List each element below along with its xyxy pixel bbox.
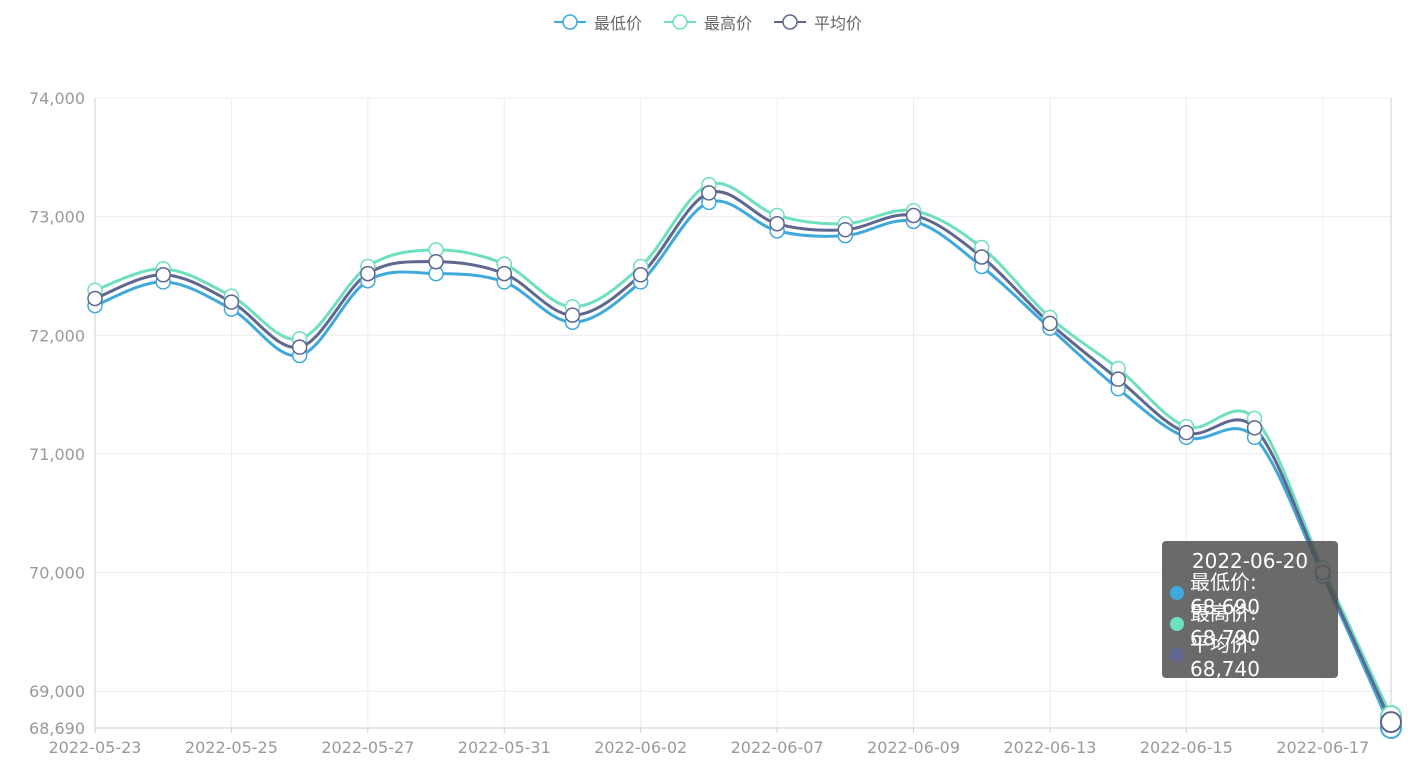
series-point-2 <box>701 185 717 201</box>
legend-low-icon <box>553 14 586 30</box>
series-point-2 <box>1380 711 1402 734</box>
legend-item-high[interactable]: 最高价 <box>662 10 752 34</box>
series-point-2 <box>564 307 581 323</box>
y-tick-label: 74,000 <box>29 89 85 108</box>
legend-low-label: 最低价 <box>593 14 642 33</box>
series-line-0 <box>94 199 1393 729</box>
y-tick-label: 73,000 <box>29 208 85 227</box>
series-point-2 <box>155 267 171 283</box>
series-point-2 <box>973 249 990 265</box>
series-point-2 <box>769 216 785 232</box>
x-tick-label: 2022-05-25 <box>185 738 278 757</box>
series-line-2 <box>94 190 1393 723</box>
series-line-1 <box>94 181 1393 717</box>
series-point-2 <box>496 265 513 282</box>
chart-tooltip: 2022-06-20 最低价: 68,690 最高价: 68,790 平均价: … <box>1162 541 1338 681</box>
y-tick-label: 68,690 <box>29 719 85 738</box>
x-tick-label: 2022-05-27 <box>321 738 414 757</box>
tooltip-row-high: 最高价: 68,790 <box>1170 601 1330 650</box>
legend-high-icon <box>663 14 696 30</box>
tooltip-row-low: 最低价: 68,690 <box>1170 570 1330 619</box>
legend-average-label: 平均价 <box>814 14 863 33</box>
x-tick-label: 2022-06-07 <box>731 738 824 757</box>
tooltip-high-dot <box>1170 616 1184 631</box>
series-point-2 <box>837 221 854 238</box>
series-point-2 <box>632 267 649 283</box>
x-tick-label: 2022-06-17 <box>1276 738 1369 757</box>
series-point-2 <box>1246 420 1263 436</box>
series-point-2 <box>1042 315 1058 332</box>
chart-legend: 最低价 最高价 平均价 <box>0 10 1414 34</box>
series-point-2 <box>1178 424 1195 441</box>
x-tick-label: 2022-06-02 <box>594 738 687 757</box>
series-point-2 <box>87 290 103 307</box>
y-tick-label: 70,000 <box>29 564 85 583</box>
tooltip-average-text: 平均价: 68,740 <box>1190 632 1260 681</box>
tooltip-high-text: 最高价: 68,790 <box>1190 601 1260 650</box>
tooltip-title: 2022-06-20 <box>1191 549 1309 573</box>
tooltip-row-average: 平均价: 68,740 <box>1170 632 1330 681</box>
series-point-2 <box>223 294 240 310</box>
series-point-2 <box>1110 371 1126 387</box>
y-tick-label: 71,000 <box>29 445 85 464</box>
legend-high-label: 最高价 <box>703 14 752 33</box>
x-tick-label: 2022-05-31 <box>458 738 551 757</box>
tooltip-average-dot <box>1170 647 1184 662</box>
series-point-2 <box>905 207 922 224</box>
tooltip-low-dot <box>1170 585 1184 600</box>
series-point-2 <box>360 265 376 282</box>
x-tick-label: 2022-06-13 <box>1003 738 1096 757</box>
tooltip-low-text: 最低价: 68,690 <box>1190 570 1260 619</box>
x-tick-label: 2022-06-15 <box>1140 738 1233 757</box>
series-point-2 <box>291 339 308 355</box>
x-tick-label: 2022-06-09 <box>867 738 960 757</box>
x-tick-label: 2022-05-23 <box>49 738 142 757</box>
y-tick-label: 69,000 <box>29 682 85 701</box>
y-tick-label: 72,000 <box>29 326 85 345</box>
legend-average-icon <box>774 14 806 30</box>
legend-item-low[interactable]: 最低价 <box>552 10 642 34</box>
legend-item-average[interactable]: 平均价 <box>772 10 862 34</box>
series-point-2 <box>428 253 444 270</box>
